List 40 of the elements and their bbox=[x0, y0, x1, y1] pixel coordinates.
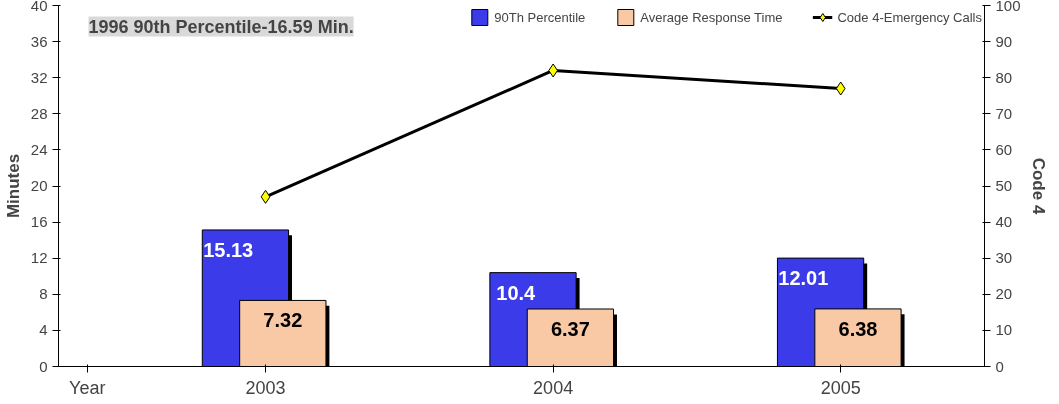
data-label: 7.32 bbox=[263, 309, 303, 332]
x-tick-label: 2004 bbox=[533, 377, 574, 398]
y-tick-label: 12 bbox=[30, 249, 48, 267]
y-tick-label: 28 bbox=[30, 104, 48, 122]
y-axis-title: Minutes bbox=[3, 153, 23, 219]
y2-axis-title: Code 4 bbox=[1028, 157, 1048, 215]
y-tick-label: 40 bbox=[30, 0, 48, 14]
y2-tick-label: 70 bbox=[995, 104, 1013, 122]
y-tick-label: 32 bbox=[30, 68, 48, 86]
y-tick-label: 4 bbox=[39, 321, 48, 339]
data-label: 6.38 bbox=[838, 317, 878, 340]
data-label: 10.4 bbox=[496, 281, 537, 304]
y2-tick-label: 20 bbox=[995, 285, 1013, 303]
y2-tick-label: 40 bbox=[995, 213, 1013, 231]
y-tick-label: 16 bbox=[30, 213, 48, 231]
x-tick-label: 2005 bbox=[820, 377, 861, 398]
annotation: 1996 90th Percentile-16.59 Min. bbox=[88, 16, 354, 37]
y2-tick-label: 0 bbox=[995, 357, 1004, 375]
y2-tick-label: 50 bbox=[995, 177, 1013, 194]
point bbox=[260, 189, 271, 204]
y2-tick-label: 10 bbox=[995, 321, 1013, 339]
legend-label: Code 4-Emergency Calls bbox=[837, 9, 982, 25]
x-tick-label: 2003 bbox=[245, 377, 286, 398]
legend-label: Average Response Time bbox=[640, 9, 783, 25]
data-label: 6.37 bbox=[550, 318, 590, 341]
legend-label: 90Th Percentile bbox=[494, 9, 586, 25]
data-label: 12.01 bbox=[778, 267, 829, 290]
y2-tick-label: 30 bbox=[995, 249, 1013, 267]
y-tick-label: 20 bbox=[30, 177, 48, 194]
x-axis-title: Year bbox=[69, 377, 106, 398]
y2-tick-label: 80 bbox=[995, 68, 1013, 86]
y2-tick-label: 90 bbox=[995, 32, 1013, 50]
y-tick-label: 8 bbox=[39, 285, 48, 303]
data-label: 15.13 bbox=[203, 238, 254, 261]
y-tick-label: 0 bbox=[39, 357, 48, 375]
point bbox=[835, 81, 846, 96]
y-tick-label: 36 bbox=[30, 32, 48, 50]
y-tick-label: 24 bbox=[30, 140, 48, 158]
y2-tick-label: 100 bbox=[995, 0, 1021, 14]
y2-tick-label: 60 bbox=[995, 140, 1013, 158]
